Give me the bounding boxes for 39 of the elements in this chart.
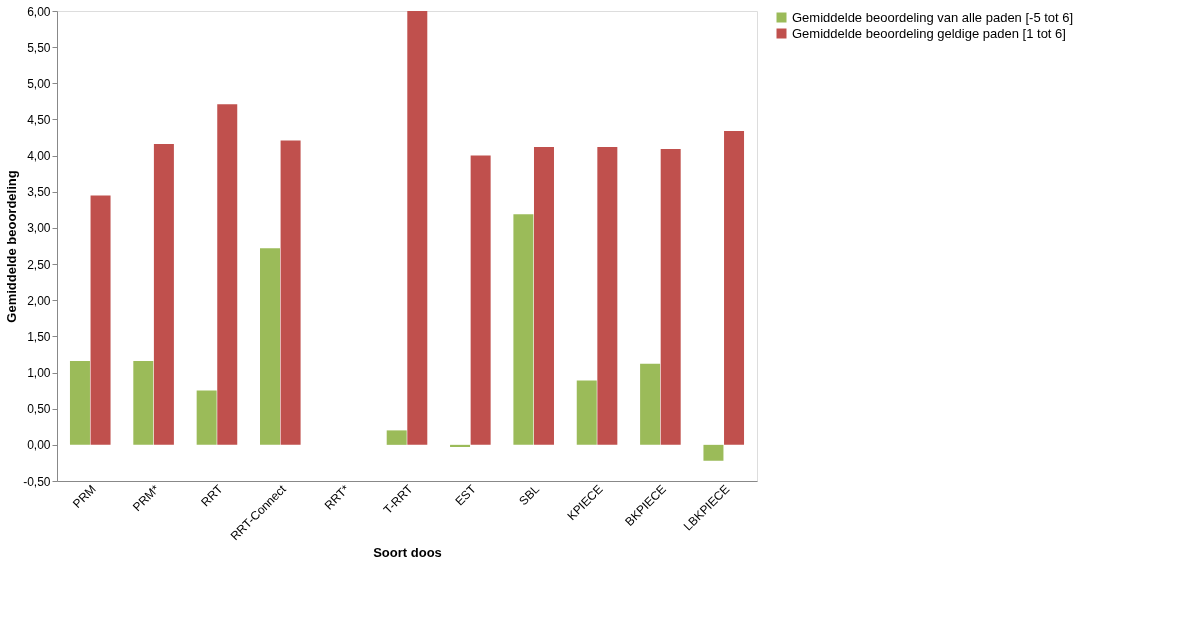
bar (470, 155, 491, 445)
y-tick-label: 4,50 (27, 112, 51, 127)
bar (533, 146, 554, 445)
y-tick-label: 3,00 (27, 221, 51, 236)
legend-label: Gemiddelde beoordeling van alle paden [-5 tot 6] (792, 9, 1074, 25)
bar (513, 214, 534, 445)
y-axis-title: Gemiddelde beoordeling (4, 170, 20, 323)
x-tick-label: SBL (516, 481, 543, 509)
y-tick-label: 5,00 (27, 76, 51, 91)
bar (69, 360, 90, 445)
y-tick-label: 5,50 (27, 40, 51, 55)
bar (196, 390, 217, 445)
bar (260, 248, 281, 445)
y-tick-label: 6,00 (27, 4, 51, 19)
y-tick-label: -0,50 (23, 474, 51, 489)
bar (407, 11, 428, 445)
bar (724, 131, 745, 445)
bar (450, 444, 471, 448)
bar (133, 360, 154, 445)
y-tick-label: 3,50 (27, 185, 51, 200)
x-axis-title: Soort doos (373, 544, 442, 560)
y-tick-label: 1,50 (27, 329, 51, 344)
bar (90, 195, 111, 445)
bar (280, 140, 301, 445)
y-tick-label: 4,00 (27, 149, 51, 164)
bar (660, 149, 681, 445)
bar (217, 104, 238, 445)
y-tick-label: 0,00 (27, 438, 51, 453)
bar (640, 363, 661, 445)
bar (153, 144, 174, 445)
y-tick-label: 1,00 (27, 366, 51, 381)
y-tick-label: 2,00 (27, 293, 51, 308)
bar (597, 146, 618, 445)
bar (576, 380, 597, 445)
y-tick-label: 0,50 (27, 402, 51, 417)
y-tick-label: 2,50 (27, 257, 51, 272)
bar (386, 430, 407, 445)
bar (703, 444, 724, 461)
legend-label: Gemiddelde beoordeling geldige paden [1 tot 6] (792, 25, 1066, 41)
